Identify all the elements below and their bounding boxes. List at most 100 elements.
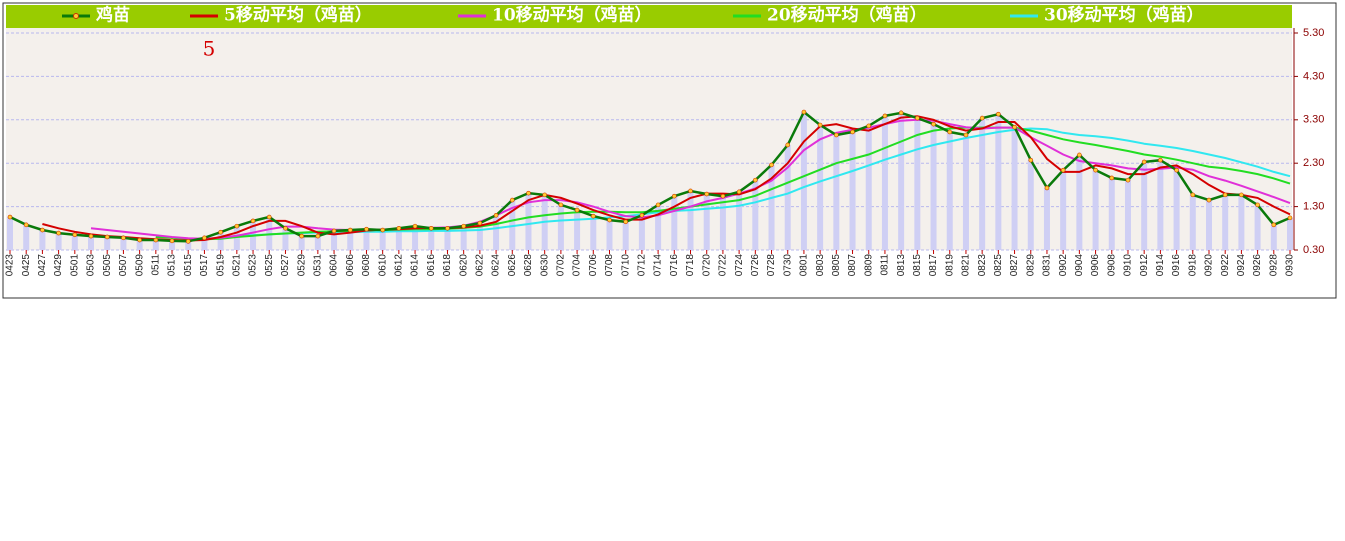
point-marker <box>1190 192 1196 198</box>
x-tick-label: 0805 <box>831 254 842 277</box>
x-tick-label: 0924 <box>1236 254 1247 277</box>
volume-bar <box>88 236 95 250</box>
x-tick-label: 0922 <box>1220 254 1231 277</box>
point-marker <box>1287 215 1293 221</box>
point-marker <box>655 202 661 208</box>
x-tick-label: 0724 <box>734 254 745 277</box>
x-tick-label: 0914 <box>1155 254 1166 277</box>
x-tick-label: 0902 <box>1058 254 1069 277</box>
x-tick-label: 0726 <box>750 254 761 277</box>
volume-bar <box>1287 217 1293 250</box>
point-marker <box>1012 124 1017 130</box>
x-tick-label: 0817 <box>928 254 939 277</box>
volume-bar <box>217 232 224 250</box>
point-marker <box>250 218 256 224</box>
x-tick-label: 0608 <box>361 254 372 277</box>
x-tick-label: 0521 <box>231 254 242 277</box>
point-marker <box>218 229 223 235</box>
x-tick-label: 0503 <box>86 254 97 277</box>
point-marker <box>185 239 191 244</box>
volume-bar <box>1157 160 1164 250</box>
point-marker <box>347 227 353 233</box>
volume-bar <box>428 228 435 250</box>
volume-bar <box>1124 180 1131 250</box>
x-tick-label: 0610 <box>377 254 388 277</box>
volume-bar <box>55 233 62 250</box>
volume-bar <box>71 234 78 250</box>
volume-bar <box>1205 200 1212 250</box>
point-marker <box>915 115 920 121</box>
x-tick-label: 0722 <box>718 254 729 277</box>
x-tick-label: 0823 <box>977 254 988 277</box>
x-tick-label: 0928 <box>1268 254 1279 277</box>
point-marker <box>1044 185 1050 191</box>
volume-bar <box>606 220 613 250</box>
point-marker <box>1239 192 1244 198</box>
volume-bar <box>169 240 176 250</box>
point-marker <box>121 235 126 241</box>
point-marker <box>412 223 418 229</box>
volume-bar <box>995 114 1002 251</box>
volume-bar <box>914 118 921 251</box>
volume-bar <box>7 217 13 250</box>
volume-bar <box>493 215 500 250</box>
volume-bar <box>671 196 678 250</box>
point-marker <box>753 177 758 183</box>
x-tick-label: 0908 <box>1106 254 1117 277</box>
point-marker <box>315 233 321 239</box>
point-marker <box>947 129 953 135</box>
x-tick-label: 0702 <box>556 254 567 277</box>
volume-bar <box>444 228 451 250</box>
x-tick-label: 0517 <box>199 254 210 277</box>
point-marker <box>104 234 110 240</box>
x-tick-label: 0513 <box>167 254 178 277</box>
x-tick-label: 0912 <box>1139 254 1150 277</box>
point-marker <box>1141 159 1147 165</box>
point-marker <box>542 192 547 198</box>
point-marker <box>866 123 872 129</box>
volume-bar <box>314 236 321 250</box>
x-tick-label: 0920 <box>1204 254 1215 277</box>
x-tick-label: 0628 <box>523 254 534 277</box>
point-marker <box>769 162 774 168</box>
point-marker <box>850 129 855 135</box>
volume-bar <box>817 125 824 250</box>
point-marker <box>1093 167 1098 173</box>
point-marker <box>785 142 791 148</box>
point-marker <box>704 191 710 197</box>
point-marker <box>672 193 677 199</box>
x-tick-label: 0630 <box>539 254 550 277</box>
point-marker <box>834 132 839 138</box>
point-marker <box>1271 222 1277 228</box>
point-marker <box>7 214 13 220</box>
legend-marker <box>73 13 79 19</box>
x-tick-label: 0425 <box>21 254 32 277</box>
x-tick-label: 0612 <box>394 254 405 277</box>
volume-bar <box>590 216 597 250</box>
volume-bar <box>39 230 46 250</box>
x-tick-label: 0523 <box>248 254 259 277</box>
volume-bar <box>719 196 726 250</box>
volume-bar <box>687 190 694 250</box>
volume-bar <box>23 224 30 250</box>
volume-bar <box>768 164 775 250</box>
point-marker <box>558 202 564 208</box>
point-marker <box>1222 192 1228 198</box>
volume-bar <box>331 230 338 250</box>
y-tick-label: 3.30 <box>1303 114 1324 126</box>
volume-bar <box>412 226 419 250</box>
volume-bar <box>379 230 386 250</box>
y-tick-label: 4.30 <box>1303 70 1324 82</box>
x-tick-label: 0803 <box>815 254 826 277</box>
point-marker <box>1158 157 1163 163</box>
volume-bar <box>1238 194 1245 250</box>
point-marker <box>364 226 369 232</box>
volume-bar <box>574 210 581 250</box>
point-marker <box>1060 167 1066 173</box>
volume-bar <box>1027 160 1034 250</box>
x-tick-label: 0807 <box>847 254 858 277</box>
point-marker <box>898 110 904 116</box>
point-marker <box>979 115 985 121</box>
x-tick-label: 0809 <box>863 254 874 277</box>
